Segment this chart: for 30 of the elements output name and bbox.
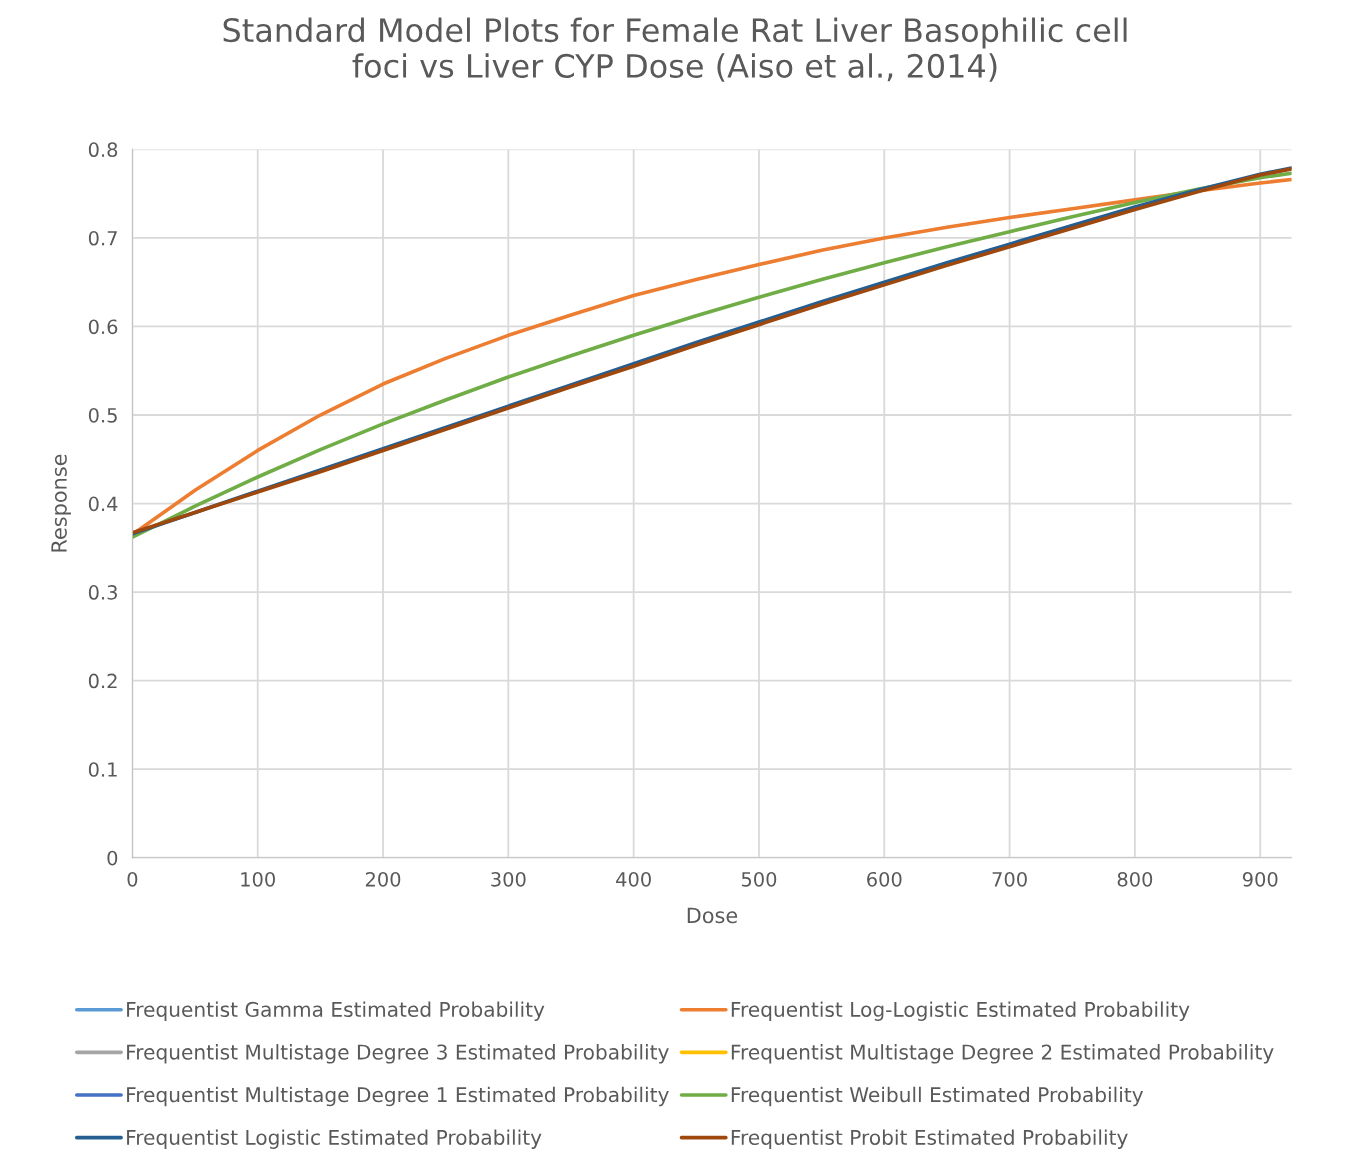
legend-label: Frequentist Multistage Degree 2 Estimated Probability <box>731 1044 1274 1064</box>
legend-label: Frequentist Logistic Estimated Probability <box>127 1129 542 1149</box>
x-tick-label: 200 <box>365 871 401 887</box>
x-tick-label: 0 <box>127 871 138 887</box>
x-tick-label: 100 <box>241 871 275 887</box>
y-axis-title: Response <box>51 454 71 552</box>
y-tick-label: 0.4 <box>88 496 118 512</box>
legend-label: Frequentist Weibull Estimated Probability <box>731 1086 1144 1107</box>
x-axis-title: Dose <box>687 907 738 924</box>
y-tick-label: 0.5 <box>88 407 117 423</box>
legend-label: Frequentist Gamma Estimated Probability <box>127 1001 545 1021</box>
x-tick-label: 900 <box>1242 871 1278 887</box>
y-tick-label: 0.6 <box>88 319 118 335</box>
legend-label: Frequentist Log-Logistic Estimated Probability <box>731 1001 1190 1021</box>
chart-title: Standard Model Plots for Female Rat Liver Basophilic cell foci vs Liver CYP Dose (Aiso et al., 2014) <box>223 17 1127 82</box>
x-tick-label: 300 <box>491 871 526 887</box>
y-tick-label: 0.3 <box>88 585 117 600</box>
legend-label: Frequentist Multistage Degree 3 Estimated Probability <box>127 1044 669 1064</box>
legend-label: Frequentist Probit Estimated Probability <box>731 1129 1128 1149</box>
legend-label: Frequentist Multistage Degree 1 Estimated Probability <box>127 1086 669 1107</box>
y-tick-label: 0.8 <box>88 142 118 158</box>
x-tick-label: 600 <box>867 871 902 887</box>
y-tick-label: 0 <box>107 850 118 866</box>
x-tick-label: 500 <box>741 871 777 887</box>
y-tick-label: 0.2 <box>88 673 117 689</box>
x-tick-label: 800 <box>1117 871 1153 887</box>
x-tick-label: 400 <box>616 871 651 887</box>
y-tick-label: 0.7 <box>88 230 117 246</box>
y-tick-label: 0.1 <box>88 762 117 777</box>
x-tick-label: 700 <box>992 871 1027 887</box>
